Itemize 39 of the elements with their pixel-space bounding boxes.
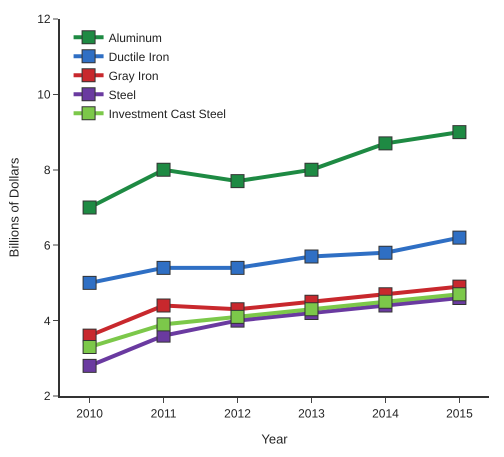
x-axis-title: Year xyxy=(261,432,288,446)
y-tick-label: 10 xyxy=(37,88,51,102)
point xyxy=(452,230,466,245)
x-tick-label: 2010 xyxy=(76,406,104,420)
legend-label: Gray Iron xyxy=(108,68,159,83)
point xyxy=(82,340,97,354)
point xyxy=(378,246,392,260)
point xyxy=(156,162,171,177)
legend-label: Steel xyxy=(108,88,136,102)
point xyxy=(304,250,318,264)
point xyxy=(156,317,171,332)
point xyxy=(452,287,466,302)
point xyxy=(82,276,97,290)
x-tick-label: 2012 xyxy=(224,406,252,420)
y-axis-title: Billions of Dollars xyxy=(6,157,22,258)
x-tick-label: 2013 xyxy=(298,406,326,420)
point xyxy=(230,260,245,275)
x-tick-label: 2015 xyxy=(446,406,474,420)
point xyxy=(156,298,171,313)
point xyxy=(230,174,245,188)
point xyxy=(304,162,318,177)
point xyxy=(230,310,245,324)
point xyxy=(82,200,97,214)
x-tick-label: 2011 xyxy=(150,406,177,420)
y-tick-label: 12 xyxy=(37,12,51,26)
point xyxy=(82,358,97,373)
legend-label: Aluminum xyxy=(108,30,162,45)
legend-label: Ductile Iron xyxy=(108,50,170,64)
point xyxy=(304,302,318,316)
point xyxy=(378,136,392,150)
legend-label: Investment Cast Steel xyxy=(108,106,226,121)
point xyxy=(156,260,171,275)
y-tick-label: 8 xyxy=(44,163,51,177)
point xyxy=(452,125,466,140)
y-tick-label: 2 xyxy=(44,389,51,404)
y-tick-label: 4 xyxy=(44,314,51,328)
x-tick-label: 2014 xyxy=(372,406,400,420)
y-tick-label: 6 xyxy=(44,238,51,252)
point xyxy=(378,294,392,309)
